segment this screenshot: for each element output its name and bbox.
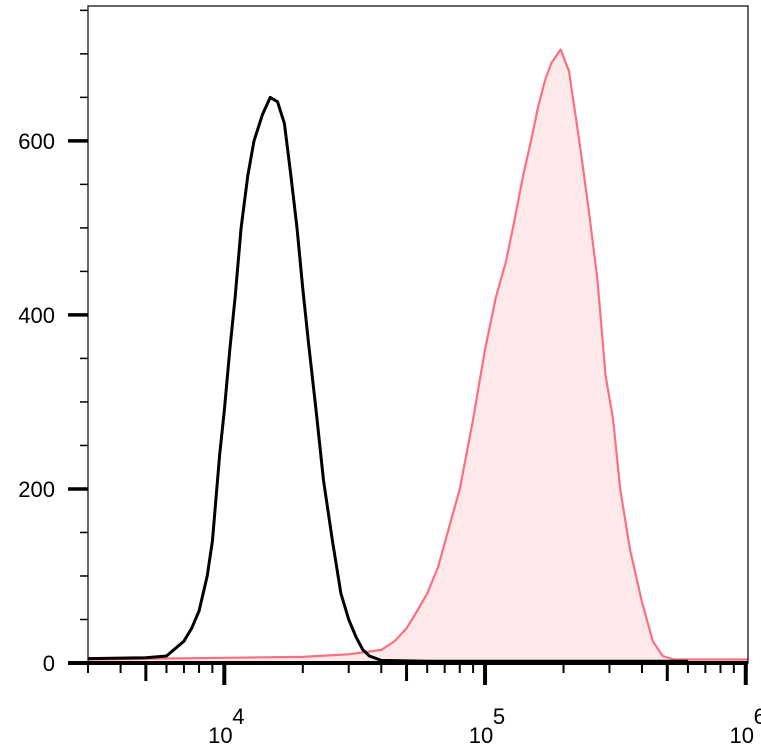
series-layer — [87, 48, 748, 663]
series-1-line — [87, 48, 748, 661]
y-tick-label: 0 — [43, 651, 55, 676]
y-tick-label: 200 — [18, 477, 55, 502]
y-tick-label: 400 — [18, 303, 55, 328]
series-0-line — [87, 95, 688, 663]
x-tick-label-exponent: 6 — [754, 704, 761, 729]
x-tick-label-exponent: 5 — [493, 704, 505, 729]
y-tick-label: 600 — [18, 129, 55, 154]
series-1-fill — [88, 49, 748, 663]
x-tick-label-exponent: 4 — [232, 704, 244, 729]
x-tick-label-base: 10 — [469, 723, 493, 748]
x-tick-label-base: 10 — [208, 723, 232, 748]
plot-frame — [87, 5, 749, 664]
x-tick-label-base: 10 — [730, 723, 754, 748]
